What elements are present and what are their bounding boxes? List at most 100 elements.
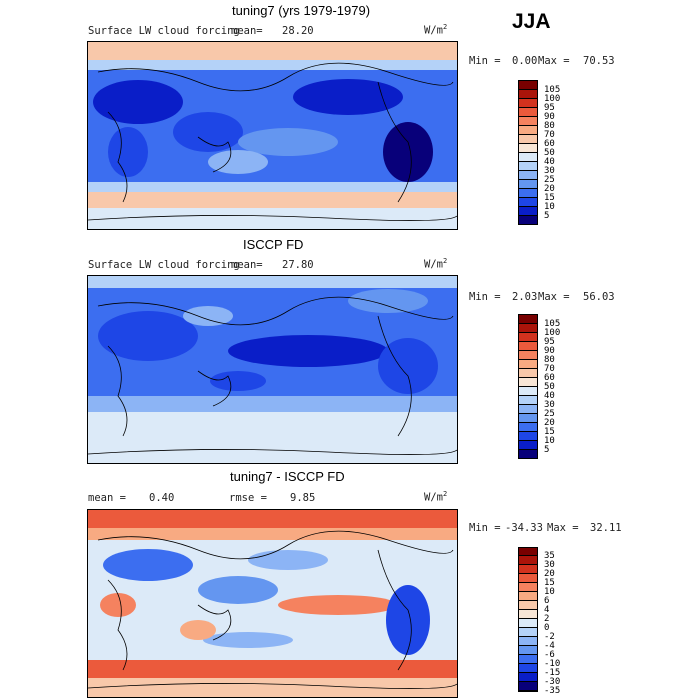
colorbar-box xyxy=(518,405,538,414)
colorbar-label: -10 xyxy=(544,659,561,669)
colorbar-label: -2 xyxy=(544,632,555,642)
colorbar-box xyxy=(518,162,538,171)
panel-1-max-value: 70.53 xyxy=(583,55,615,67)
colorbar-label: 90 xyxy=(544,346,555,356)
colorbar-box xyxy=(518,369,538,378)
colorbar-box xyxy=(518,583,538,592)
colorbar-label: 100 xyxy=(544,94,561,104)
panel-1-title: tuning7 (yrs 1979-1979) xyxy=(232,3,371,18)
panel-3-max-label: Max = xyxy=(547,522,579,534)
panel-3-rmse-label: rmse = xyxy=(229,492,267,504)
colorbar-box xyxy=(518,314,538,324)
panel-1-variable: Surface LW cloud forcing xyxy=(88,25,240,37)
colorbar-label: 95 xyxy=(544,103,555,113)
colorbar-box xyxy=(518,126,538,135)
colorbar-box xyxy=(518,601,538,610)
colorbar-label: -30 xyxy=(544,677,561,687)
colorbar-box xyxy=(518,198,538,207)
colorbar-box xyxy=(518,432,538,441)
colorbar-label: 80 xyxy=(544,355,555,365)
colorbar-label: 15 xyxy=(544,193,555,203)
panel-1-map-field xyxy=(88,42,457,229)
colorbar-box xyxy=(518,207,538,216)
colorbar-box xyxy=(518,646,538,655)
colorbar-box xyxy=(518,414,538,423)
colorbar-box xyxy=(518,547,538,556)
colorbar-box xyxy=(518,664,538,673)
colorbar-label: 40 xyxy=(544,157,555,167)
colorbar-box xyxy=(518,117,538,126)
panel-1-max-label: Max = xyxy=(538,55,570,67)
colorbar-label: 60 xyxy=(544,373,555,383)
panel-2-max-label: Max = xyxy=(538,291,570,303)
colorbar-label: 80 xyxy=(544,121,555,131)
colorbar-box xyxy=(518,556,538,565)
colorbar-label: 5 xyxy=(544,445,550,455)
colorbar-box xyxy=(518,655,538,664)
colorbar-label: 6 xyxy=(544,596,550,606)
season-label: JJA xyxy=(512,10,551,33)
panel-2-variable: Surface LW cloud forcing xyxy=(88,259,240,271)
colorbar-box xyxy=(518,153,538,162)
colorbar-box xyxy=(518,673,538,682)
colorbar-box xyxy=(518,592,538,601)
colorbar-label: 60 xyxy=(544,139,555,149)
colorbar-box xyxy=(518,628,538,637)
panel-2-map-field xyxy=(88,276,457,463)
colorbar-label: 5 xyxy=(544,211,550,221)
colorbar-box xyxy=(518,691,538,692)
panel-1-mean-value: 28.20 xyxy=(282,25,314,37)
colorbar-box xyxy=(518,565,538,574)
colorbar-label: -4 xyxy=(544,641,555,651)
colorbar-box xyxy=(518,171,538,180)
panel-3-title: tuning7 - ISCCP FD xyxy=(230,469,345,484)
colorbar-box xyxy=(518,619,538,628)
panel-1-mean-label: mean= xyxy=(231,25,263,37)
panel-3-min-label: Min = xyxy=(469,522,501,534)
colorbar-label: 90 xyxy=(544,112,555,122)
panel-3-mean-label: mean = xyxy=(88,492,126,504)
colorbar-box xyxy=(518,108,538,117)
colorbar-label: 25 xyxy=(544,175,555,185)
colorbar-label: 2 xyxy=(544,614,550,624)
panel-3-min-value: -34.33 xyxy=(505,522,543,534)
panel-1-map xyxy=(87,41,458,230)
colorbar-box xyxy=(518,637,538,646)
panel-3-max-value: 32.11 xyxy=(590,522,622,534)
colorbar-label: 15 xyxy=(544,427,555,437)
colorbar-box xyxy=(518,324,538,333)
colorbar-label: 105 xyxy=(544,319,561,329)
colorbar-box xyxy=(518,423,538,432)
colorbar-label: 30 xyxy=(544,560,555,570)
colorbar-label: 70 xyxy=(544,130,555,140)
colorbar-box xyxy=(518,387,538,396)
colorbar-label: 20 xyxy=(544,184,555,194)
colorbar-label: 95 xyxy=(544,337,555,347)
colorbar-box xyxy=(518,135,538,144)
colorbar-box xyxy=(518,333,538,342)
panel-3-map xyxy=(87,509,458,698)
colorbar-label: 25 xyxy=(544,409,555,419)
panel-2-max-value: 56.03 xyxy=(583,291,615,303)
colorbar-label: 30 xyxy=(544,400,555,410)
panel-2-min-label: Min = xyxy=(469,291,501,303)
colorbar-box xyxy=(518,682,538,691)
colorbar-label: 10 xyxy=(544,202,555,212)
colorbar-box xyxy=(518,80,538,90)
colorbar-box xyxy=(518,90,538,99)
panel-2-min-value: 2.03 xyxy=(512,291,538,303)
panel-2-map xyxy=(87,275,458,464)
colorbar-box xyxy=(518,189,538,198)
colorbar-label: -6 xyxy=(544,650,555,660)
colorbar-label: 35 xyxy=(544,551,555,561)
panel-1-min-value: 0.00 xyxy=(512,55,538,67)
panel-2-title: ISCCP FD xyxy=(243,237,304,252)
colorbar-label: 15 xyxy=(544,578,555,588)
panel-3-map-field xyxy=(88,510,457,697)
colorbar-label: 100 xyxy=(544,328,561,338)
colorbar-label: 50 xyxy=(544,148,555,158)
panel-2-units: W/m2 xyxy=(424,257,448,271)
colorbar-label: 20 xyxy=(544,569,555,579)
colorbar-box xyxy=(518,574,538,583)
colorbar-box xyxy=(518,180,538,189)
